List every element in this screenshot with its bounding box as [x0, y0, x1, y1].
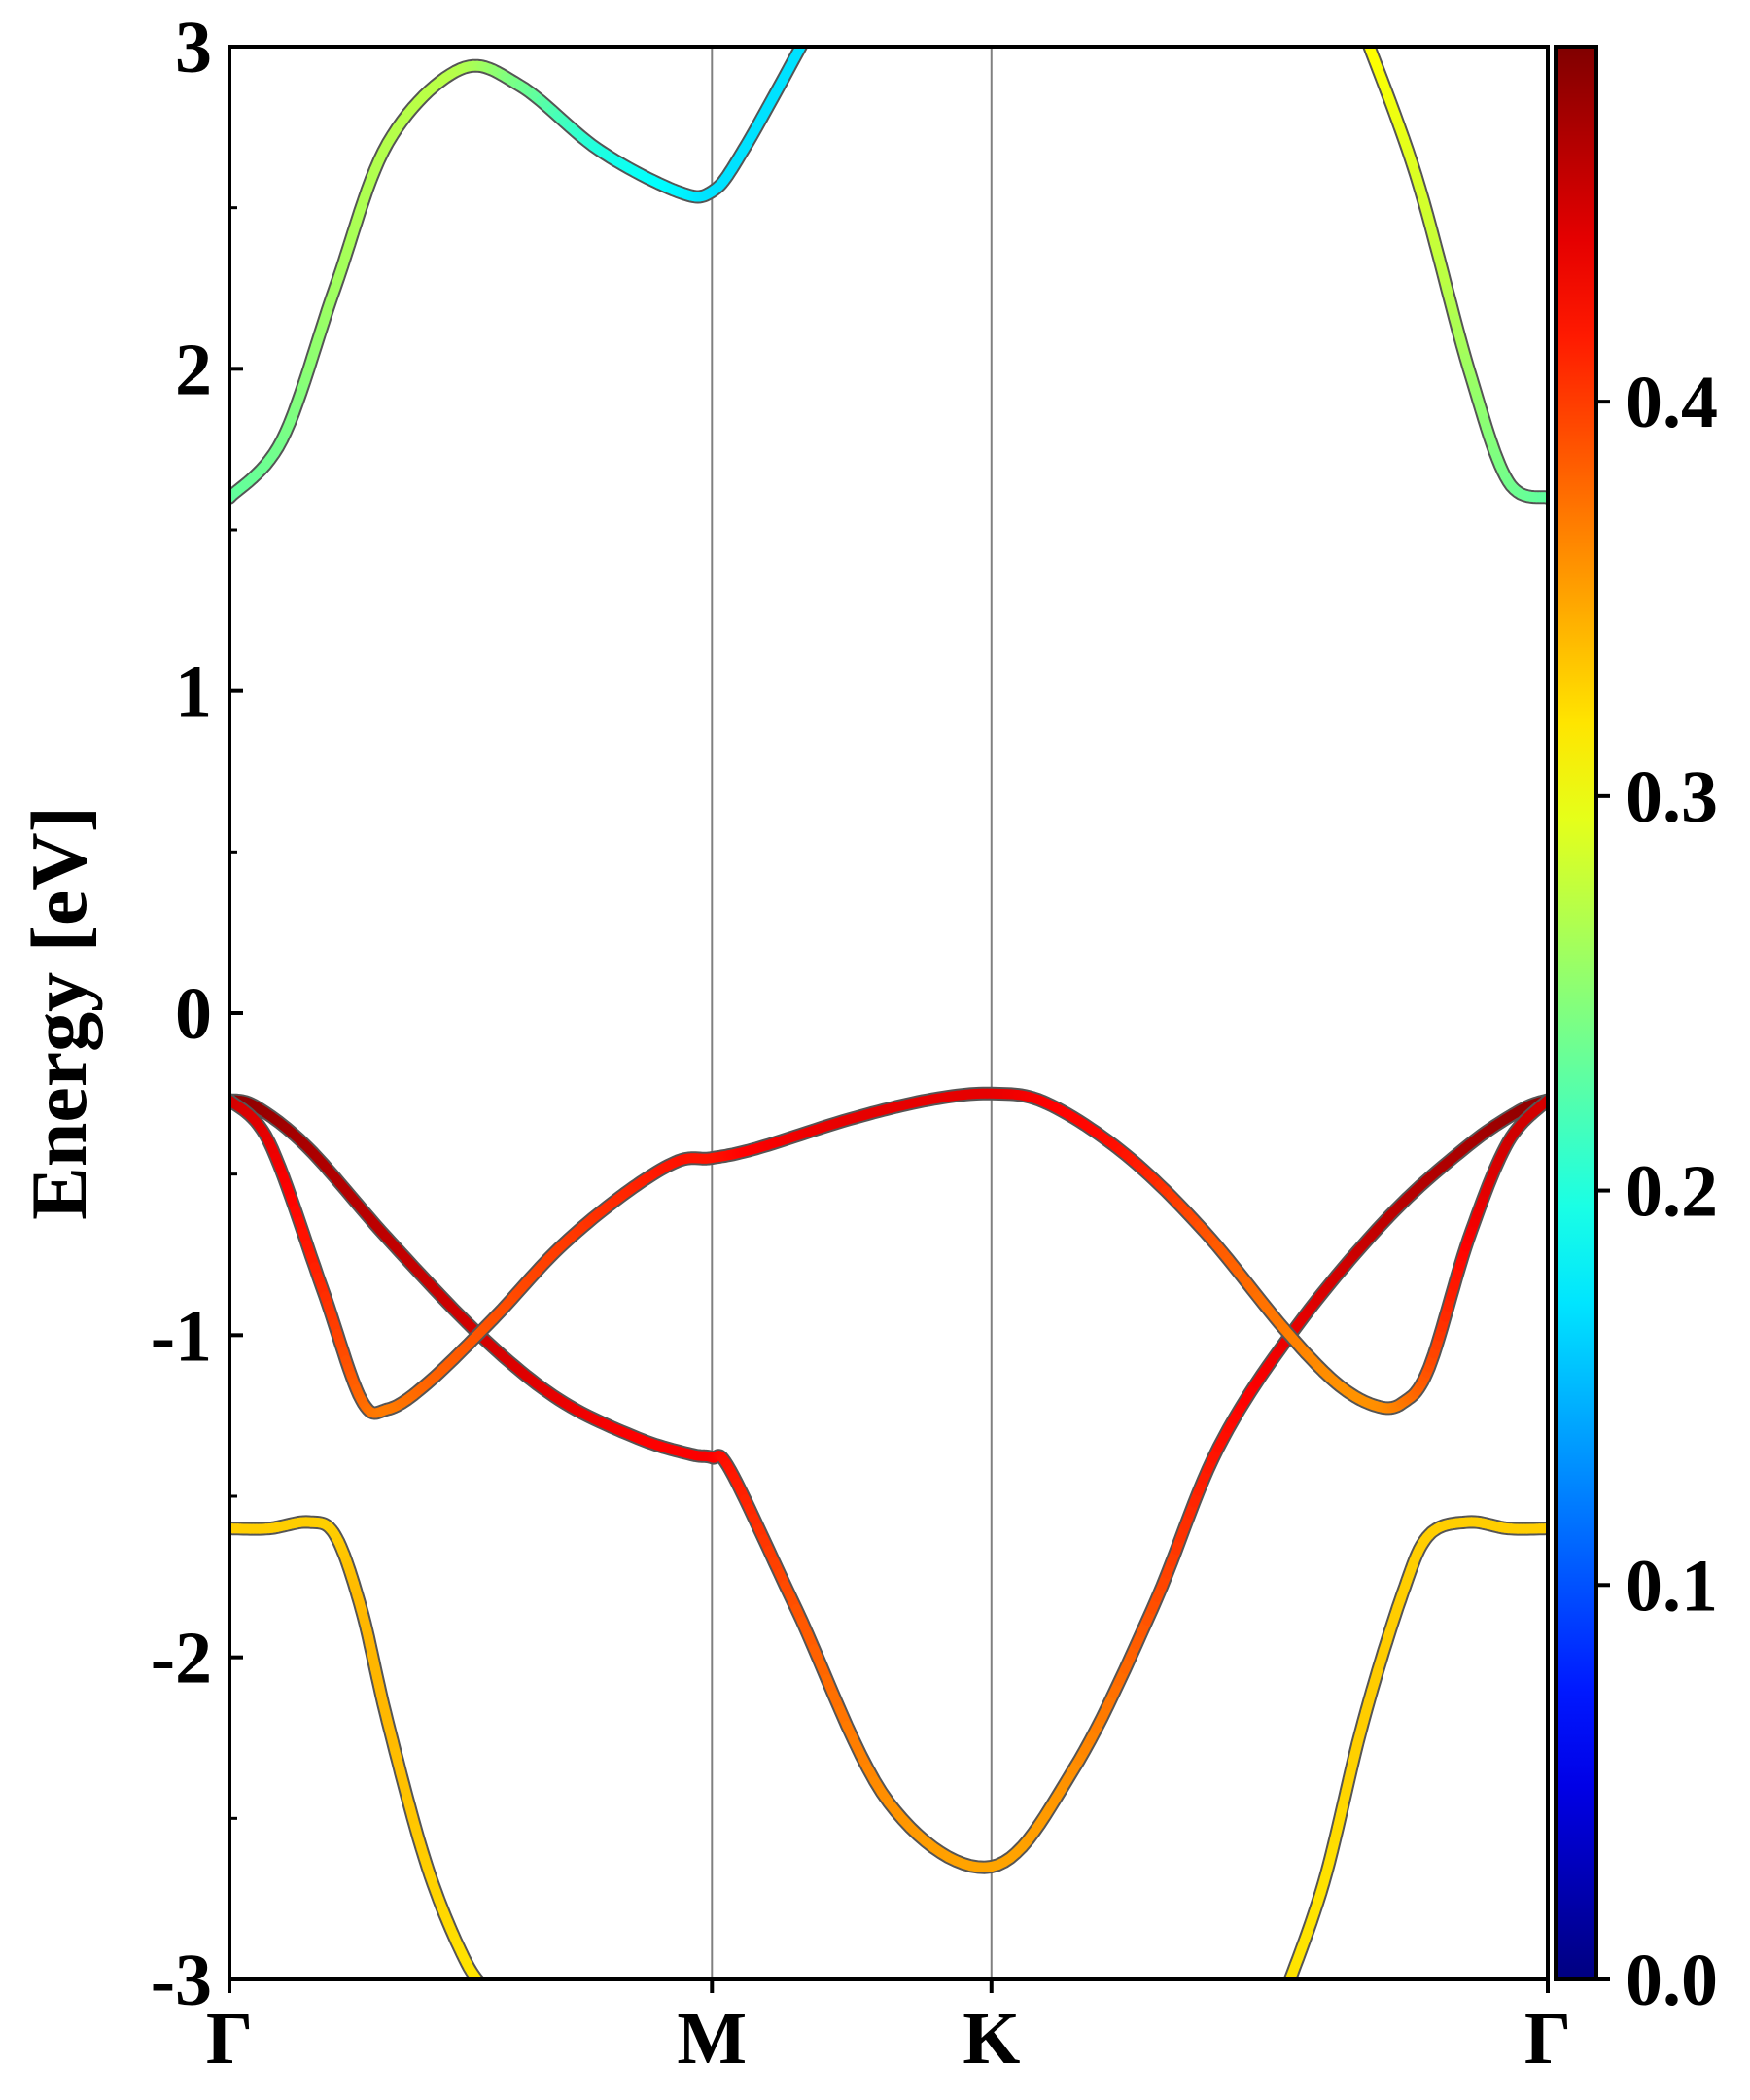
y-tick-label: -3	[151, 1940, 212, 2021]
y-tick-label: 3	[175, 7, 212, 88]
colorbar-tick-label: 0.4	[1626, 362, 1718, 443]
colorbar-tick-label: 0.2	[1626, 1151, 1718, 1233]
x-tick-label: Γ	[206, 1998, 253, 2080]
band-line	[1282, 1515, 1547, 1996]
bands	[230, 30, 1547, 1996]
x-tick-label: Γ	[1524, 1998, 1571, 2080]
band-line	[1362, 30, 1547, 505]
colorbar-frame	[1554, 45, 1598, 1981]
band-segment	[484, 1987, 486, 1989]
high-symmetry-lines	[711, 47, 993, 1979]
x-tick-label: K	[962, 1998, 1020, 2080]
y-axis: -3 -2 -1 0 1 2 3	[151, 7, 243, 2021]
y-tick-label: 1	[175, 651, 212, 733]
band-line	[230, 1515, 493, 1995]
y-tick-label: 0	[175, 973, 212, 1055]
plot-frame	[228, 45, 1550, 1981]
x-tick-label: M	[677, 1998, 747, 2080]
band-outline	[230, 48, 809, 505]
band-segment	[1284, 1991, 1286, 1996]
colorbar-tick-label: 0.1	[1626, 1545, 1718, 1627]
band-segment	[807, 30, 810, 35]
band-segment	[489, 1992, 491, 1993]
band-segment	[1363, 30, 1365, 36]
colorbar-ticks: 0.0 0.1 0.2 0.3 0.4	[1596, 362, 1718, 2021]
band-line	[230, 30, 810, 505]
band-segment	[1286, 1986, 1288, 1992]
band-segment	[482, 1985, 484, 1987]
colorbar-tick-label: 0.3	[1626, 756, 1718, 838]
band-line	[230, 1086, 1547, 1420]
colorbar-gradient	[1556, 47, 1596, 1979]
band-outline	[1282, 1515, 1547, 1978]
band-segment	[491, 1993, 492, 1994]
y-axis-label: Energy [eV]	[15, 806, 103, 1220]
band-segment	[803, 36, 807, 43]
colorbar: 0.0 0.1 0.2 0.3 0.4	[1554, 45, 1718, 2021]
band-segment	[492, 1994, 493, 1995]
band-segment	[488, 1990, 490, 1991]
band-segment	[486, 1989, 488, 1991]
y-tick-label: 2	[175, 329, 212, 410]
colorbar-tick-label: 0.0	[1626, 1940, 1718, 2021]
band-segment	[480, 1983, 482, 1985]
y-tick-label: -1	[151, 1295, 212, 1377]
y-tick-label: -2	[151, 1618, 212, 1699]
band-segment	[1366, 48, 1371, 49]
